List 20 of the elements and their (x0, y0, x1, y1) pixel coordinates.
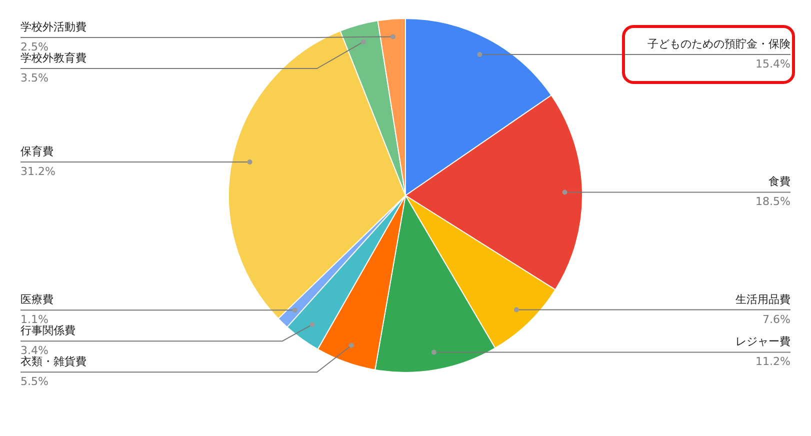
data-label: 3.5% (20, 72, 48, 84)
slice-label: 衣類・雑貨費 (20, 355, 86, 368)
slice-label: 保育費 (20, 144, 54, 158)
slice-label: 生活用品費 (736, 292, 790, 306)
slice-label: レジャー費 (736, 335, 790, 348)
data-label: 1.1% (20, 313, 48, 326)
slice-label: 医療費 (20, 293, 54, 306)
data-label: 15.4% (756, 58, 791, 71)
data-label: 3.4% (20, 344, 48, 358)
data-label: 31.2% (20, 164, 56, 178)
slice-label: 行事関係費 (20, 324, 76, 338)
slice-label: 食費 (768, 175, 790, 188)
slice-label: 学校外活動費 (20, 20, 86, 34)
data-label: 11.2% (756, 355, 791, 368)
data-label: 7.6% (762, 312, 791, 326)
slice-label: 子どものための預貯金・保険 (648, 38, 790, 51)
data-label: 2.5% (20, 40, 48, 54)
data-label: 18.5% (756, 195, 791, 208)
slice-label: 学校外教育費 (20, 52, 86, 64)
data-label: 5.5% (20, 375, 48, 388)
